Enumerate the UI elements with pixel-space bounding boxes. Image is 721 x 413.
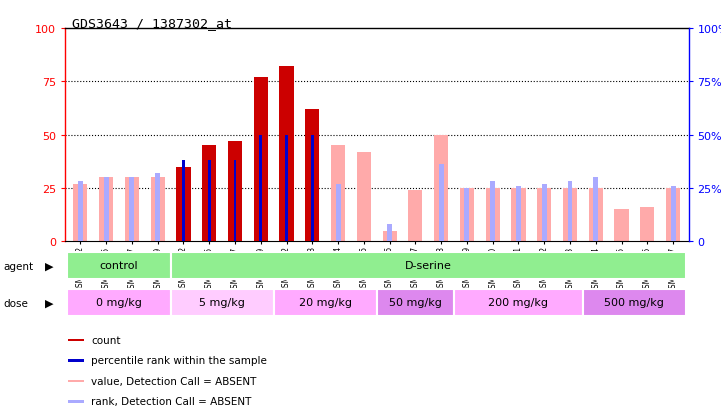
Bar xyxy=(537,188,552,242)
Bar xyxy=(666,188,680,242)
Bar xyxy=(567,182,572,242)
Text: count: count xyxy=(91,335,120,345)
Text: 5 mg/kg: 5 mg/kg xyxy=(199,297,245,308)
Bar xyxy=(228,142,242,242)
Text: agent: agent xyxy=(4,261,34,271)
Bar xyxy=(280,67,293,242)
Bar xyxy=(311,135,314,242)
Bar xyxy=(254,78,267,242)
Bar xyxy=(563,188,577,242)
Bar xyxy=(129,178,134,242)
Bar xyxy=(490,182,495,242)
Bar xyxy=(464,188,469,242)
Bar xyxy=(588,188,603,242)
Bar xyxy=(68,253,171,279)
Bar xyxy=(511,188,526,242)
Text: 500 mg/kg: 500 mg/kg xyxy=(604,297,664,308)
Text: GDS3643 / 1387302_at: GDS3643 / 1387302_at xyxy=(72,17,232,29)
Bar xyxy=(171,253,686,279)
Bar xyxy=(486,188,500,242)
Bar xyxy=(181,167,186,242)
Text: percentile rank within the sample: percentile rank within the sample xyxy=(91,356,267,366)
Bar xyxy=(171,290,274,316)
Bar xyxy=(335,184,340,242)
Bar xyxy=(68,359,84,362)
Bar xyxy=(305,110,319,242)
Bar xyxy=(305,146,319,242)
Bar xyxy=(208,161,211,242)
Bar xyxy=(640,208,655,242)
Bar xyxy=(274,290,376,316)
Bar xyxy=(614,210,629,242)
Bar xyxy=(182,161,185,242)
Bar xyxy=(331,146,345,242)
Text: value, Detection Call = ABSENT: value, Detection Call = ABSENT xyxy=(91,376,257,386)
Bar xyxy=(460,188,474,242)
Bar xyxy=(68,400,84,403)
Text: ▶: ▶ xyxy=(45,261,54,271)
Bar xyxy=(74,184,87,242)
Bar xyxy=(387,225,392,242)
Text: ▶: ▶ xyxy=(45,298,54,308)
Bar xyxy=(454,290,583,316)
Bar xyxy=(541,184,547,242)
Bar xyxy=(125,178,139,242)
Bar xyxy=(78,182,83,242)
Bar xyxy=(516,186,521,242)
Bar xyxy=(593,178,598,242)
Bar xyxy=(408,190,423,242)
Text: rank, Detection Call = ABSENT: rank, Detection Call = ABSENT xyxy=(91,396,252,406)
Text: 0 mg/kg: 0 mg/kg xyxy=(96,297,142,308)
Bar xyxy=(68,380,84,382)
Text: 50 mg/kg: 50 mg/kg xyxy=(389,297,442,308)
Bar xyxy=(104,178,109,242)
Bar xyxy=(284,188,289,242)
Bar xyxy=(383,231,397,242)
Bar xyxy=(234,161,236,242)
Bar xyxy=(285,135,288,242)
Bar xyxy=(671,186,676,242)
Bar xyxy=(68,339,84,341)
Bar xyxy=(376,290,454,316)
Bar xyxy=(438,165,443,242)
Text: 200 mg/kg: 200 mg/kg xyxy=(488,297,549,308)
Bar xyxy=(280,146,293,242)
Text: D-serine: D-serine xyxy=(404,260,451,271)
Bar xyxy=(155,173,160,242)
Bar xyxy=(202,146,216,242)
Bar xyxy=(260,135,262,242)
Bar xyxy=(434,135,448,242)
Text: 20 mg/kg: 20 mg/kg xyxy=(298,297,352,308)
Bar xyxy=(583,290,686,316)
Bar xyxy=(177,167,190,242)
Bar xyxy=(99,178,113,242)
Bar xyxy=(310,188,315,242)
Text: dose: dose xyxy=(4,298,29,308)
Bar xyxy=(357,152,371,242)
Text: control: control xyxy=(99,260,138,271)
Bar xyxy=(151,178,165,242)
Bar xyxy=(68,290,171,316)
